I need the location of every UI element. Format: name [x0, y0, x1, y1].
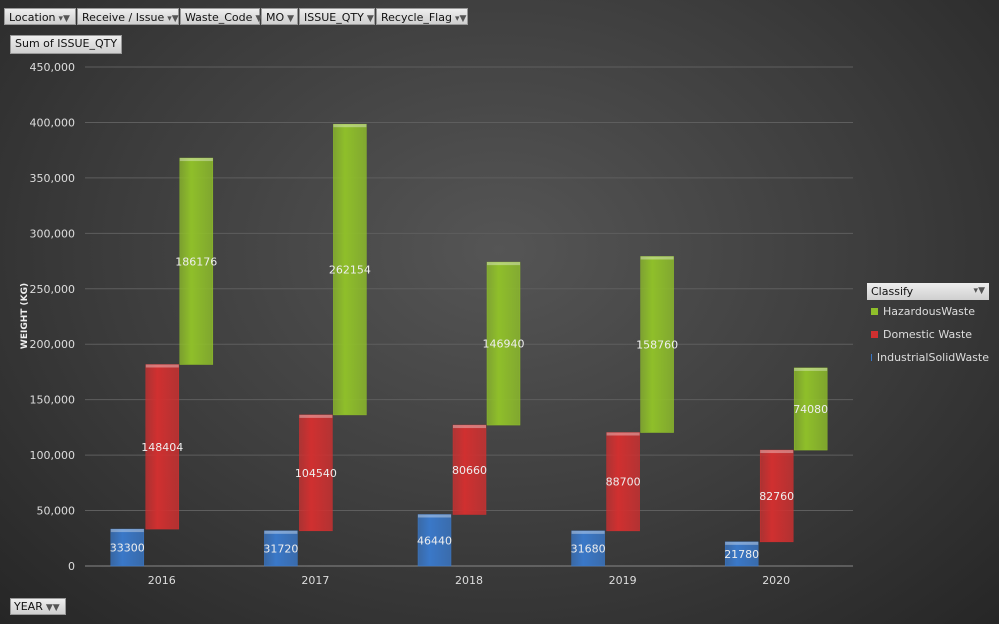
bar-industrialsolidwaste — [264, 530, 298, 567]
dropdown-filter-icon: ▾▼ — [167, 14, 179, 24]
data-label: 104540 — [295, 467, 337, 480]
y-tick-label: 450,000 — [30, 61, 76, 74]
bar-domestic-waste — [606, 432, 640, 532]
y-tick-label: 150,000 — [30, 394, 76, 407]
dropdown-icon: ▼ — [287, 14, 295, 24]
data-label: 46440 — [417, 534, 452, 547]
y-axis-title: WEIGHT (KG) — [20, 283, 30, 349]
bar-top-highlight — [640, 256, 674, 260]
data-label: 31680 — [571, 542, 606, 555]
data-label: 80660 — [452, 464, 487, 477]
bar-industrialsolidwaste — [417, 514, 452, 567]
y-tick-label: 100,000 — [30, 449, 76, 462]
bar-hazardouswaste — [486, 261, 521, 426]
bar-top-highlight — [571, 530, 605, 534]
bar-domestic-waste — [759, 449, 794, 543]
legend-label: HazardousWaste — [883, 305, 975, 318]
dropdown-icon: ▼ — [366, 14, 374, 24]
legend-swatch — [871, 308, 878, 315]
bar-hazardouswaste — [179, 157, 214, 365]
y-tick-label: 350,000 — [30, 172, 76, 185]
legend-item[interactable]: Domestic Waste — [867, 323, 989, 346]
bar-industrialsolidwaste — [571, 530, 605, 567]
data-label: 186176 — [175, 255, 217, 268]
y-tick-label: 400,000 — [30, 116, 76, 129]
filter-label: MO — [266, 11, 285, 24]
data-label: 33300 — [110, 542, 145, 555]
legend-item[interactable]: HazardousWaste — [867, 300, 989, 323]
legend-title: Classify — [871, 285, 914, 298]
data-label: 31720 — [263, 542, 298, 555]
data-label: 146940 — [483, 338, 525, 351]
data-label: 82760 — [759, 490, 794, 503]
value-field-button[interactable]: Sum of ISSUE_QTY — [10, 35, 123, 54]
legend: Classify ▾▼ HazardousWaste Domestic Waste I… — [867, 283, 989, 369]
dropdown-filter-icon: ▾▼ — [58, 14, 70, 24]
filter-recycle-flag[interactable]: Recycle_Flag ▾▼ — [376, 8, 468, 25]
filter-label: Receive / Issue — [82, 11, 165, 24]
year-field-button[interactable]: YEAR ▼▼ — [10, 598, 66, 615]
filter-label: ISSUE_QTY — [304, 11, 364, 24]
bar-industrialsolidwaste — [724, 541, 759, 567]
bar-top-highlight — [110, 529, 144, 533]
bar-hazardouswaste — [333, 123, 367, 416]
bar-domestic-waste — [145, 364, 180, 530]
bar-domestic-waste — [452, 424, 487, 515]
data-label: 262154 — [329, 264, 371, 277]
bar-top-highlight — [725, 541, 759, 545]
y-tick-label: 0 — [68, 560, 75, 573]
x-tick-label: 2016 — [148, 574, 176, 587]
bar-domestic-waste — [299, 414, 333, 532]
legend-swatch — [871, 331, 878, 338]
legend-label: IndustrialSolidWaste — [876, 351, 989, 364]
filter-label: Location — [9, 11, 56, 24]
bar-hazardouswaste — [793, 367, 828, 451]
bar-top-highlight — [145, 364, 179, 368]
filter-mo[interactable]: MO ▼ — [261, 8, 298, 25]
x-tick-label: 2020 — [762, 574, 790, 587]
y-tick-label: 50,000 — [37, 505, 76, 518]
year-label: YEAR — [14, 600, 43, 613]
bar-top-highlight — [418, 514, 451, 518]
x-tick-label: 2018 — [455, 574, 483, 587]
legend-swatch — [871, 354, 872, 361]
filter-label: Recycle_Flag — [381, 11, 452, 24]
bar-top-highlight — [606, 432, 640, 436]
bar-top-highlight — [760, 450, 794, 454]
bar-top-highlight — [179, 158, 213, 162]
bar-top-highlight — [487, 262, 520, 266]
data-label: 148404 — [141, 441, 183, 454]
filter-location[interactable]: Location ▾▼ — [4, 8, 76, 25]
data-label: 21780 — [724, 548, 759, 561]
dropdown-icon: ▼ — [255, 14, 263, 24]
data-label: 88700 — [606, 476, 641, 489]
dropdown-filter-icon: ▾▼ — [973, 286, 985, 296]
dropdown-filter-icon: ▼▼ — [45, 603, 60, 613]
legend-item[interactable]: IndustrialSolidWaste — [867, 346, 989, 369]
filter-label: Waste_Code — [185, 11, 253, 24]
y-tick-label: 300,000 — [30, 227, 76, 240]
bar-hazardouswaste — [640, 256, 674, 433]
bar-top-highlight — [264, 530, 298, 534]
x-tick-label: 2017 — [301, 574, 329, 587]
bar-industrialsolidwaste — [110, 528, 145, 567]
x-tick-label: 2019 — [609, 574, 637, 587]
bar-top-highlight — [453, 425, 486, 429]
data-label: 74080 — [793, 403, 828, 416]
y-tick-label: 200,000 — [30, 338, 76, 351]
bar-top-highlight — [299, 414, 333, 418]
filter-waste-code[interactable]: Waste_Code ▼ — [180, 8, 263, 25]
bar-top-highlight — [794, 367, 828, 371]
filter-receive-issue[interactable]: Receive / Issue ▾▼ — [77, 8, 179, 25]
legend-label: Domestic Waste — [883, 328, 973, 341]
dropdown-filter-icon: ▾▼ — [454, 14, 467, 24]
data-label: 158760 — [636, 338, 678, 351]
bar-top-highlight — [333, 124, 367, 128]
y-tick-label: 250,000 — [30, 283, 76, 296]
legend-filter-button[interactable]: Classify ▾▼ — [867, 283, 989, 300]
filter-issue-qty[interactable]: ISSUE_QTY ▼ — [299, 8, 375, 25]
